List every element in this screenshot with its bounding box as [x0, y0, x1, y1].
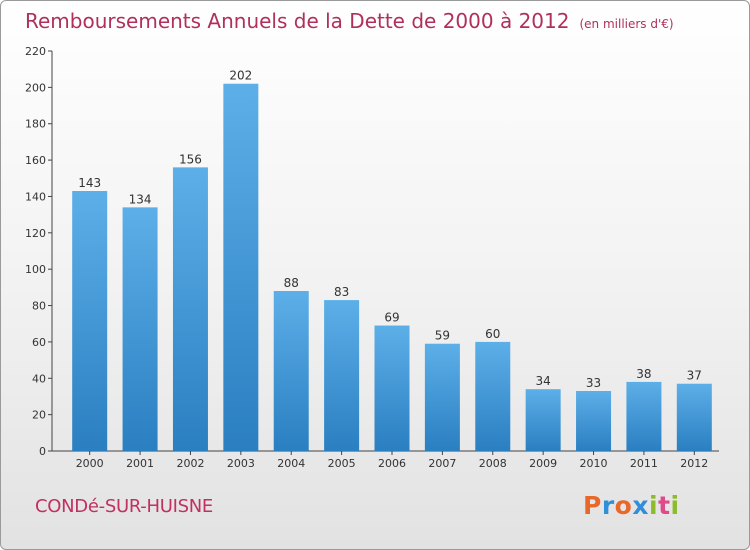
- bar-2009: [525, 389, 561, 451]
- bar-2004: [273, 291, 309, 451]
- y-tick-label: 80: [32, 300, 46, 313]
- logo-letter: r: [601, 491, 615, 520]
- value-label-2000: 143: [78, 176, 101, 190]
- logo-letter: P: [583, 491, 602, 520]
- x-tick-label-2007: 2007: [428, 457, 456, 470]
- y-tick-label: 140: [25, 190, 46, 203]
- value-label-2007: 59: [435, 329, 450, 343]
- x-tick-label-2005: 2005: [328, 457, 356, 470]
- x-tick-label-2002: 2002: [176, 457, 204, 470]
- bar-2007: [424, 343, 460, 451]
- x-tick-label-2011: 2011: [630, 457, 658, 470]
- value-label-2006: 69: [384, 311, 399, 325]
- y-tick-label: 200: [25, 81, 46, 94]
- bar-2008: [475, 341, 511, 451]
- chart-labels: 143 2000 134 2001 156 2002 202 2003 88 2004 83 2005…: [76, 69, 709, 470]
- y-tick-label: 180: [25, 118, 46, 131]
- x-tick-label-2006: 2006: [378, 457, 406, 470]
- y-tick-label: 220: [25, 45, 46, 58]
- chart-bars: [72, 83, 712, 452]
- y-tick-label: 160: [25, 154, 46, 167]
- value-label-2002: 156: [179, 152, 202, 166]
- x-tick-label-2000: 2000: [76, 457, 104, 470]
- y-tick-label: 0: [39, 445, 46, 458]
- logo-letter: o: [614, 491, 633, 520]
- x-tick-label-2012: 2012: [680, 457, 708, 470]
- chart-title: Remboursements Annuels de la Dette de 20…: [25, 9, 674, 33]
- logo-letter: i: [649, 491, 659, 520]
- bar-2010: [576, 391, 612, 451]
- bar-2000: [72, 191, 108, 451]
- commune-name: CONDé-SUR-HUISNE: [35, 496, 213, 517]
- value-label-2009: 34: [536, 374, 551, 388]
- value-label-2008: 60: [485, 327, 500, 341]
- x-tick-label-2003: 2003: [227, 457, 255, 470]
- y-tick-label: 40: [32, 372, 46, 385]
- value-label-2005: 83: [334, 285, 349, 299]
- y-tick-label: 100: [25, 263, 46, 276]
- value-label-2012: 37: [687, 369, 702, 383]
- y-tick-label: 20: [32, 409, 46, 422]
- x-tick-label-2008: 2008: [479, 457, 507, 470]
- logo-letter: t: [658, 491, 671, 520]
- value-label-2004: 88: [284, 276, 299, 290]
- x-tick-label-2010: 2010: [580, 457, 608, 470]
- x-tick-label-2001: 2001: [126, 457, 154, 470]
- bar-2012: [676, 383, 712, 451]
- y-tick-label: 60: [32, 336, 46, 349]
- proxiti-logo[interactable]: Proxiti: [583, 491, 680, 520]
- logo-letter: i: [670, 491, 680, 520]
- value-label-2001: 134: [129, 192, 152, 206]
- bar-2006: [374, 325, 410, 451]
- value-label-2010: 33: [586, 376, 601, 390]
- chart-title-text: Remboursements Annuels de la Dette de 20…: [25, 9, 570, 33]
- value-label-2011: 38: [636, 367, 651, 381]
- chart-unit: (en milliers d'€): [579, 17, 674, 31]
- y-tick-label: 120: [25, 227, 46, 240]
- bar-2005: [324, 300, 360, 451]
- bar-2002: [172, 167, 208, 451]
- bar-2011: [626, 381, 662, 451]
- bar-2003: [223, 83, 259, 452]
- bar-2001: [122, 207, 158, 451]
- logo-letter: x: [632, 491, 649, 520]
- x-tick-label-2009: 2009: [529, 457, 557, 470]
- x-tick-label-2004: 2004: [277, 457, 305, 470]
- value-label-2003: 202: [229, 69, 252, 83]
